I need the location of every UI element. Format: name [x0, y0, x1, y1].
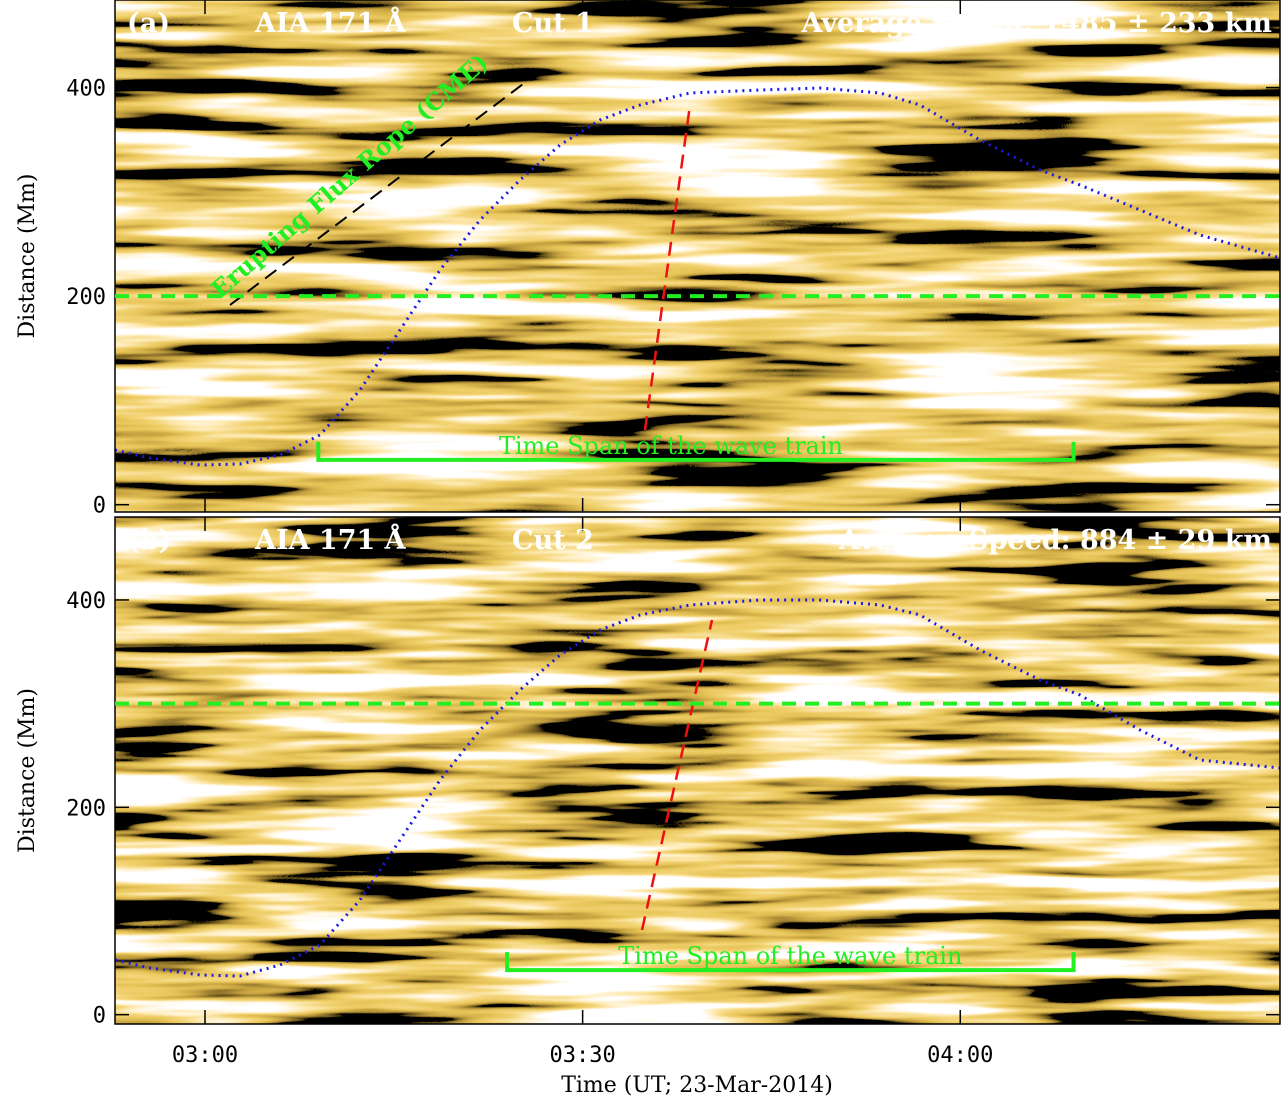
image-panel-a: [115, 0, 1280, 512]
y-tick-label: 200: [66, 796, 106, 821]
y-tick-label: 0: [93, 1004, 106, 1029]
y-tick-label: 400: [66, 77, 106, 102]
time-span: [505, 952, 1076, 973]
x-tick-label: 04:00: [927, 1043, 993, 1068]
x-tick-label: 03:00: [172, 1043, 238, 1068]
panel-label: (b): [127, 525, 171, 556]
frame: [114, 0, 1281, 513]
time-span: [316, 441, 1076, 462]
span-label: Time Span of the wave train: [499, 432, 843, 460]
cut-label: Cut 2: [512, 525, 594, 556]
frame: [114, 516, 1281, 1025]
span-label: Time Span of the wave train: [618, 942, 962, 970]
image-panel-b: [115, 517, 1280, 1024]
channel: AIA 171 Å: [254, 5, 407, 39]
channel: AIA 171 Å: [254, 522, 407, 556]
goes-curve: [114, 86, 1281, 467]
x-tick-label: 03:30: [550, 1043, 616, 1068]
cut-label: Cut 1: [512, 8, 594, 39]
speed-label: Average Speed: 1485 ± 233 km: [801, 8, 1272, 39]
speed-label: Average Speed: 884 ± 29 km: [838, 525, 1272, 556]
goes-curve: [114, 598, 1281, 978]
flux-rope-fit: [229, 74, 536, 306]
y-tick-label: 400: [66, 589, 106, 614]
y-tick-label: 0: [93, 494, 106, 519]
speed-fit: [643, 104, 692, 431]
y-axis-label: Distance (Mm): [15, 174, 40, 339]
y-tick-label: 200: [66, 285, 106, 310]
speed-fit: [640, 619, 714, 931]
x-axis-label: Time (UT; 23-Mar-2014): [561, 1073, 833, 1098]
panel-label: (a): [127, 8, 170, 39]
y-axis-label: Distance (Mm): [15, 688, 40, 853]
